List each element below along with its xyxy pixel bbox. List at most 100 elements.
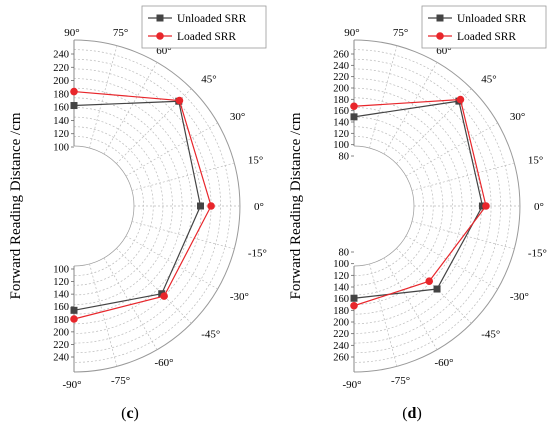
angle-tick-label: -30° (510, 291, 529, 303)
legend-marker-square (436, 14, 444, 22)
radial-tick-label: 160 (333, 294, 349, 305)
angle-tick-label: 30° (510, 111, 525, 123)
series-line (353, 98, 487, 307)
radial-tick-label: 160 (53, 103, 69, 114)
legend: Unloaded SRR Loaded SRR (421, 5, 547, 49)
polar-chart-d: 2602402202001801601401201008080100120140… (288, 5, 547, 422)
data-point-circle (456, 95, 465, 104)
grid-ring (353, 145, 415, 267)
data-point-square (350, 113, 358, 121)
grid-spoke (103, 257, 158, 350)
data-point-circle (160, 292, 168, 300)
grid-spoke (116, 248, 192, 324)
radial-tick-label: 180 (333, 95, 349, 106)
angle-tick-label: 75° (113, 27, 128, 39)
grid-spoke (131, 162, 235, 191)
legend-label: Loaded SRR (457, 31, 516, 43)
polar-grid (353, 39, 521, 373)
angle-tick-label: 45° (201, 74, 216, 86)
data-point-square (433, 285, 441, 293)
panel-label: (c) (121, 405, 139, 422)
grid-ring (353, 68, 492, 344)
legend-label: Unloaded SRR (457, 13, 527, 25)
data-point-circle (70, 315, 78, 323)
legend-marker-square (156, 14, 164, 22)
legend-box (421, 5, 547, 49)
radial-tick-label: 140 (333, 283, 349, 294)
radial-tick-label: 240 (53, 353, 69, 364)
radial-tick-label: 100 (53, 143, 69, 154)
grid-ring (73, 126, 154, 286)
radial-tick-label: 200 (53, 76, 69, 87)
angle-tick-label: -60° (154, 357, 173, 369)
radial-tick-label: 80 (339, 248, 350, 259)
grid-spoke (405, 122, 498, 177)
radial-tick-label: 160 (333, 106, 349, 117)
panel-letter: d (408, 405, 417, 422)
angle-tick-label: 90° (64, 27, 79, 39)
radial-tick-label: 220 (53, 63, 69, 74)
angle-tick-label: -15° (248, 248, 267, 260)
radial-tick-label: 100 (333, 140, 349, 151)
legend-label: Unloaded SRR (177, 13, 247, 25)
data-point-circle (482, 202, 490, 210)
series-loaded (70, 87, 215, 323)
y-axis-title: Forward Reading Distance /cm (288, 112, 304, 299)
legend-box (141, 5, 267, 49)
grid-spoke (383, 257, 438, 350)
legend-label: Loaded SRR (177, 31, 236, 43)
data-point-circle (175, 96, 184, 105)
radial-tick-label: 100 (53, 265, 69, 276)
data-point-circle (425, 277, 434, 286)
data-point-square (350, 294, 358, 302)
radial-tick-label: 140 (53, 290, 69, 301)
radial-tick-label: 180 (333, 306, 349, 317)
radial-tick-label: 240 (53, 50, 69, 61)
radial-tick-label: 100 (333, 259, 349, 270)
radial-tick-label: 120 (333, 129, 349, 140)
grid-ring (353, 97, 463, 315)
radial-tick-label: 140 (333, 118, 349, 129)
data-point-circle (207, 202, 215, 210)
legend-marker-circle (156, 32, 164, 40)
series-loaded (350, 95, 490, 310)
grid-ring (73, 68, 212, 344)
legend: Unloaded SRR Loaded SRR (141, 5, 267, 49)
radial-tick-label: 260 (333, 50, 349, 61)
angle-tick-label: -45° (201, 328, 220, 340)
angle-tick-label: 75° (393, 27, 408, 39)
radial-tick-label: 160 (53, 302, 69, 313)
grid-spoke (125, 235, 218, 290)
radial-tick-label: 120 (53, 129, 69, 140)
data-point-square (70, 102, 78, 110)
radial-tick-label: 120 (333, 271, 349, 282)
y-axis-title: Forward Reading Distance /cm (8, 112, 24, 299)
angle-tick-label: -30° (230, 291, 249, 303)
radial-tick-label: 240 (333, 61, 349, 72)
grid-ring (353, 116, 444, 296)
angle-tick-label: 15° (528, 154, 543, 166)
radial-tick-label: 200 (333, 84, 349, 95)
grid-spoke (125, 122, 218, 177)
grid-spoke (411, 221, 515, 250)
angle-tick-label: -60° (434, 357, 453, 369)
grid-ring (73, 116, 164, 296)
series-line (73, 100, 202, 311)
data-point-circle (350, 102, 358, 111)
angle-tick-label: 30° (230, 111, 245, 123)
radial-tick-label: 200 (53, 327, 69, 338)
radial-tick-label: 180 (53, 89, 69, 100)
radial-tick-label: 200 (333, 318, 349, 329)
data-point-square (196, 202, 204, 210)
angle-tick-label: -45° (481, 328, 500, 340)
data-point-square (70, 306, 78, 314)
radial-tick-label: 220 (53, 340, 69, 351)
radial-tick-label: 80 (339, 152, 350, 163)
data-point-circle (350, 301, 358, 310)
angle-tick-label: -75° (111, 375, 130, 387)
radial-tick-label: 140 (53, 116, 69, 127)
angle-tick-label: -90° (62, 379, 81, 391)
radial-tick-label: 240 (333, 341, 349, 352)
series-line (73, 90, 212, 320)
